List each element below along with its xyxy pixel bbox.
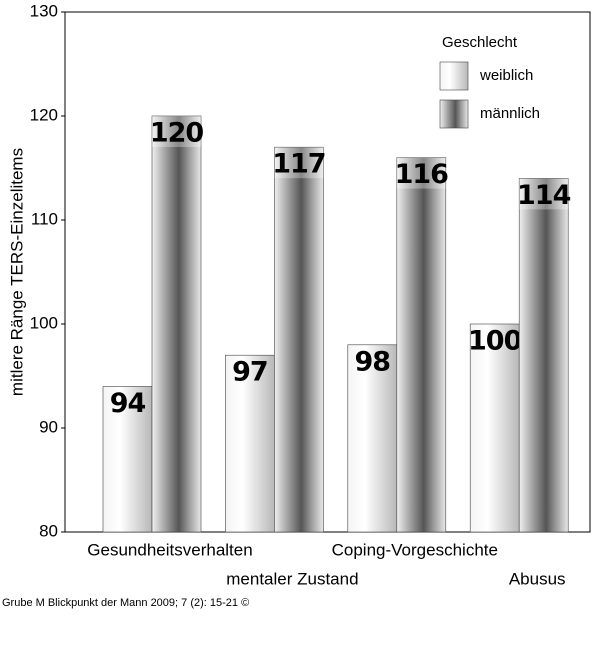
bar	[347, 344, 398, 533]
y-axis-label: mitlere Ränge TERS-Einzelitems	[7, 148, 26, 396]
value-label: 98	[355, 346, 391, 377]
legend-title: Geschlecht	[442, 34, 518, 51]
x-tick-label: Abusus	[509, 569, 566, 588]
plot-frame	[64, 11, 591, 533]
bar	[225, 354, 275, 533]
legend-swatch	[439, 61, 469, 91]
bar	[469, 323, 520, 533]
y-tick-label: 100	[30, 313, 58, 332]
value-label: 114	[517, 180, 571, 211]
y-tick-label: 80	[39, 521, 58, 540]
legend-swatch	[439, 99, 469, 129]
label-band	[274, 147, 324, 179]
value-label: 117	[272, 149, 325, 180]
y-tick-label: 130	[30, 1, 58, 20]
x-tick-label: mentaler Zustand	[226, 569, 358, 588]
legend-label: weiblich	[479, 67, 533, 84]
label-band	[396, 157, 446, 189]
value-label: 97	[232, 357, 268, 388]
legend-label: männlich	[480, 105, 540, 122]
bar	[274, 146, 324, 533]
y-tick-label: 110	[31, 209, 58, 228]
y-tick-label: 120	[30, 105, 58, 124]
value-label: 116	[395, 159, 449, 190]
bar	[396, 157, 447, 533]
label-band	[519, 178, 569, 210]
value-label: 120	[150, 118, 204, 149]
source-note: Grube M Blickpunkt der Mann 2009; 7 (2):…	[2, 597, 249, 609]
label-band	[152, 116, 201, 147]
y-tick-label: 90	[39, 417, 58, 436]
bar	[151, 115, 202, 533]
bar	[102, 386, 153, 533]
x-tick-label: Gesundheitsverhalten	[87, 540, 252, 559]
value-label: 94	[110, 388, 146, 419]
x-tick-label: Coping-Vorgeschichte	[332, 540, 498, 559]
bar	[518, 178, 569, 533]
value-label: 100	[468, 326, 522, 357]
